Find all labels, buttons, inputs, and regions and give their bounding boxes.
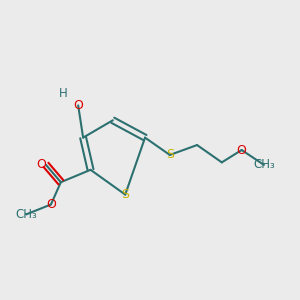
- Text: O: O: [73, 99, 83, 112]
- Text: H: H: [59, 86, 68, 100]
- Text: CH₃: CH₃: [15, 208, 37, 221]
- Text: O: O: [46, 198, 56, 211]
- Text: S: S: [121, 188, 129, 201]
- Text: O: O: [237, 143, 247, 157]
- Text: O: O: [36, 158, 46, 171]
- Text: S: S: [166, 148, 174, 161]
- Text: CH₃: CH₃: [253, 158, 275, 171]
